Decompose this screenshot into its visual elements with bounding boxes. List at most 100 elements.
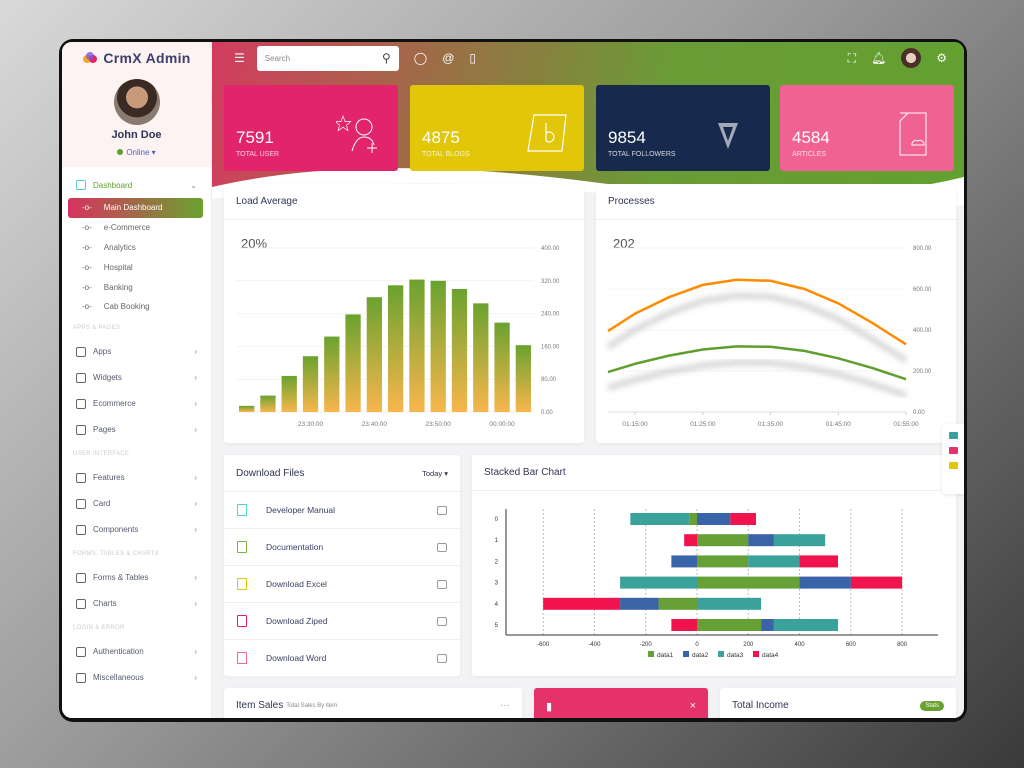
sidebar-item-label: Main Dashboard	[103, 203, 163, 213]
x-tick-label: -400	[588, 642, 601, 648]
sidebar-subitem[interactable]: -o- Banking	[62, 277, 211, 297]
file-row[interactable]: Download Word	[224, 640, 460, 677]
sidebar-section-header: FORMS, TABLES & CHARTS	[73, 550, 159, 557]
x-tick-label: 01:35:00	[758, 421, 784, 428]
today-dropdown[interactable]: Today ▾	[422, 468, 448, 478]
bar	[260, 395, 276, 412]
x-tick-label: 01:55:00	[893, 421, 919, 428]
bar-segment-data4	[543, 597, 621, 610]
bar	[366, 297, 382, 412]
y-tick-label: 320.00	[541, 279, 560, 285]
bar-segment-data1	[697, 555, 749, 568]
sidebar-subitem[interactable]: -o- Analytics	[62, 238, 211, 258]
sidebar-section-header: LOGIN & ERROR	[73, 624, 125, 631]
topbar: ☰ Search ⚲ ◯ @ ▯ ⛶ 🔔︎ ⚙	[212, 42, 964, 74]
stat-label: TOTAL BLOGS	[422, 151, 470, 158]
sidebar-item-ecommerce[interactable]: Ecommerce ›	[62, 391, 211, 417]
sidebar-item-miscellaneous[interactable]: Miscellaneous ›	[62, 665, 211, 691]
bar	[409, 279, 425, 412]
sidebar-item-authentication[interactable]: Authentication ›	[62, 639, 211, 665]
bell-icon[interactable]: 🔔︎	[871, 51, 887, 65]
note-widget-icon[interactable]	[948, 462, 958, 469]
bar-segment-data2	[748, 534, 774, 547]
search-input[interactable]: Search ⚲	[256, 45, 399, 71]
close-button[interactable]: ×	[689, 700, 696, 712]
image-widget-icon[interactable]	[948, 447, 958, 454]
sidebar-item-charts[interactable]: Charts ›	[62, 591, 211, 617]
chat-icon[interactable]: ◯	[413, 51, 428, 65]
chevron-right-icon: ›	[194, 425, 197, 435]
stats-badge[interactable]: Stats	[920, 700, 944, 711]
sidebar-section-header: APPS & PAGES	[73, 324, 121, 331]
sidebar-item-forms-tables[interactable]: Forms & Tables ›	[62, 565, 211, 591]
processes-chart: 0.00 200.00 400.00 600.00 800.00 01:15:00 01:2…	[606, 246, 932, 428]
sidebar-item-pages[interactable]: Pages ›	[62, 417, 211, 443]
download-icon[interactable]	[437, 653, 447, 663]
sidebar-item-dashboard[interactable]: Dashboard ⌄	[62, 172, 211, 198]
bar-segment-data4	[850, 576, 903, 589]
online-dot-icon	[117, 149, 124, 155]
load-value: 20%	[241, 236, 268, 251]
x-tick-label: 800	[897, 642, 908, 648]
sidebar-item-widgets[interactable]: Widgets ›	[62, 365, 211, 391]
y-tick-label: 1	[495, 538, 499, 544]
menu-toggle-icon[interactable]: ☰	[234, 51, 245, 65]
processes-card: Processes 202 0.00 200.00 400.00 600.00 800.…	[596, 184, 956, 443]
bar-segment-data4	[671, 619, 698, 631]
file-row[interactable]: Documentation	[224, 529, 460, 566]
bar	[239, 405, 255, 412]
user-avatar[interactable]	[901, 48, 922, 68]
bar-segment-data1	[697, 619, 762, 631]
download-icon[interactable]	[437, 542, 447, 552]
sidebar-item-components[interactable]: Components ›	[62, 517, 211, 543]
settings-widget-icon[interactable]	[948, 432, 958, 439]
download-icon[interactable]	[437, 579, 447, 589]
bar-segment-data1	[697, 534, 749, 547]
fullscreen-icon[interactable]: ⛶	[847, 50, 856, 65]
circle-bullet-icon: -o-	[82, 262, 92, 272]
vimeo-icon	[718, 123, 738, 149]
status-dropdown[interactable]: Online ▾	[62, 148, 211, 157]
legend-label: data4	[762, 652, 779, 659]
sidebar-item-apps[interactable]: Apps ›	[62, 339, 211, 365]
sidebar-item-label: Components	[93, 525, 139, 535]
chevron-right-icon: ›	[194, 647, 197, 657]
more-menu-button[interactable]: ···	[500, 700, 510, 711]
file-row[interactable]: Download Excel	[224, 566, 460, 603]
file-row[interactable]: Download Ziped	[224, 603, 460, 640]
bar-segment-data3	[697, 597, 762, 610]
bar-segment-data3	[630, 513, 690, 525]
sidebar-subitem[interactable]: -o- Cab Booking	[62, 297, 211, 317]
chevron-right-icon: ›	[194, 573, 197, 583]
sidebar-item-label: e-Commerce	[103, 223, 151, 233]
clipboard-icon[interactable]: ▯	[469, 51, 476, 65]
file-name: Documentation	[266, 542, 324, 552]
bar	[388, 285, 404, 412]
stat-card: 4875 TOTAL BLOGS	[410, 85, 584, 171]
sidebar-item-features[interactable]: Features ›	[62, 465, 211, 491]
download-icon[interactable]	[437, 616, 447, 626]
download-icon[interactable]	[437, 505, 447, 515]
logo-icon	[83, 52, 98, 63]
sidebar-item-label: Miscellaneous	[93, 673, 144, 683]
x-tick-label: 01:25:00	[690, 421, 716, 428]
file-row[interactable]: Developer Manual	[224, 492, 460, 529]
search-icon[interactable]: ⚲	[381, 51, 391, 65]
sidebar-subitem[interactable]: -o- Main Dashboard	[68, 198, 203, 218]
sidebar-item-label: Dashboard	[93, 180, 133, 190]
grid-icon	[76, 346, 86, 357]
x-tick-label: 0	[695, 642, 699, 648]
stat-card: 7591 TOTAL USER	[224, 85, 398, 171]
chevron-right-icon: ›	[194, 347, 197, 357]
series-shadow	[606, 292, 908, 363]
circle-bullet-icon: -o-	[82, 302, 92, 312]
at-icon[interactable]: @	[442, 51, 455, 65]
sidebar-item-card[interactable]: Card ›	[62, 491, 211, 517]
logo[interactable]: CrmX Admin	[62, 42, 211, 66]
sidebar-subitem[interactable]: -o-e-Commerce	[62, 218, 211, 238]
bar-segment-data2	[671, 555, 698, 568]
avatar[interactable]	[113, 79, 160, 125]
sidebar-subitem[interactable]: -o- Hospital	[62, 257, 211, 277]
gear-icon[interactable]: ⚙	[936, 51, 947, 65]
bar-segment-data4	[684, 534, 698, 547]
